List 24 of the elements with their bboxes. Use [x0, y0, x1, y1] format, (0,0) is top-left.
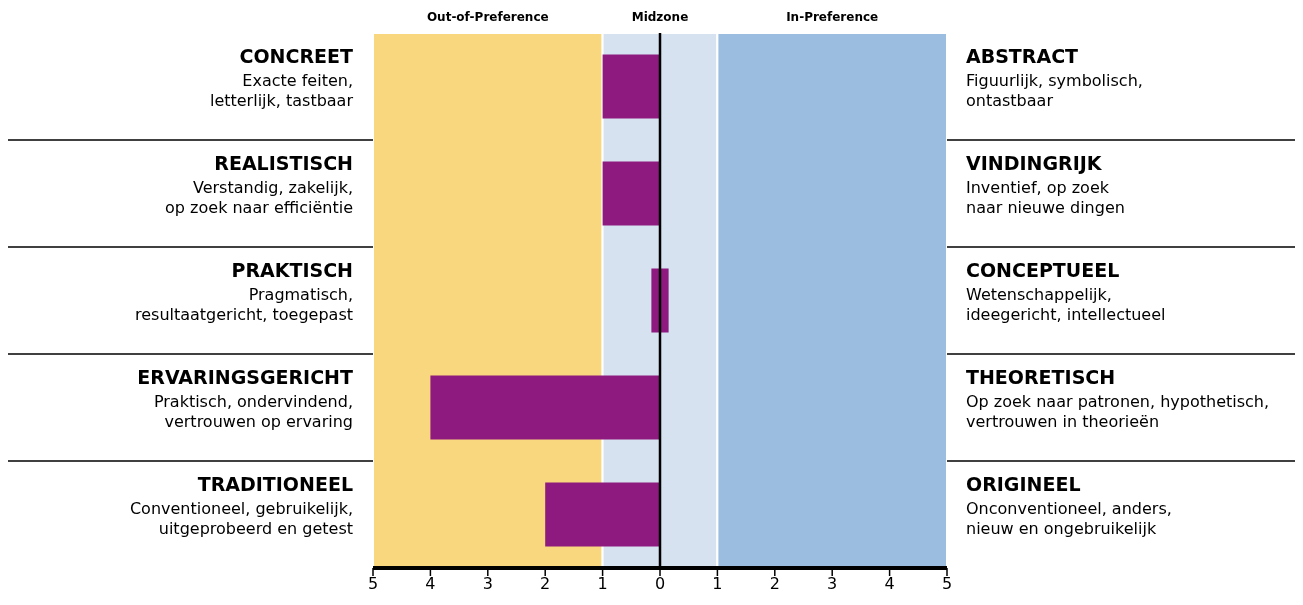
x-tick-label: 5: [367, 574, 379, 594]
y2-tick-label: VINDINGRIJK Inventief, op zoek naar nieuwe dingen: [966, 151, 1125, 217]
y2-tick-label: THEORETISCH Op zoek naar patronen, hypothetisch, vertrouwen in theorieën: [966, 365, 1270, 431]
x-tick-label: 2: [540, 574, 551, 594]
band-label: Out-of-Preference: [426, 10, 549, 24]
y2-tick-label: ABSTRACT Figuurlijk, symbolisch, ontastbaar: [966, 44, 1143, 110]
y-tick-label: ERVARINGSGERICHT Praktisch, ondervindend, vertrouwen op ervaring: [137, 365, 354, 431]
x-tick-label: 2: [769, 574, 780, 594]
x-tick-label: 5: [941, 574, 953, 594]
y-tick-label: PRAKTISCH Pragmatisch, resultaatgericht, toegepast: [134, 258, 353, 324]
x-tick-label: 3: [827, 574, 838, 594]
y2-tick-label: ORIGINEEL Onconventioneel, anders, nieuw en ongebruikelijk: [966, 472, 1172, 538]
band-label: Midzone: [631, 10, 689, 24]
x-tick-label: 0: [654, 574, 666, 594]
x-tick-label: 3: [482, 574, 493, 594]
x-tick-label: 4: [425, 574, 436, 594]
x-tick-label: 1: [597, 574, 608, 594]
y-tick-label: CONCREET Exacte feiten, letterlijk, tastbaar: [209, 44, 354, 110]
y-tick-label: REALISTISCH Verstandig, zakelijk, op zoek naar efficiëntie: [165, 151, 353, 217]
x-tick-label: 4: [884, 574, 895, 594]
band-label: In-Preference: [786, 10, 879, 24]
y-tick-label: TRADITIONEEL Conventioneel, gebruikelijk, uitgeprobeerd en getest: [129, 472, 353, 538]
y2-tick-label: CONCEPTUEEL Wetenschappelijk, ideegericht, intellectueel: [966, 258, 1166, 324]
x-tick-label: 1: [712, 574, 723, 594]
